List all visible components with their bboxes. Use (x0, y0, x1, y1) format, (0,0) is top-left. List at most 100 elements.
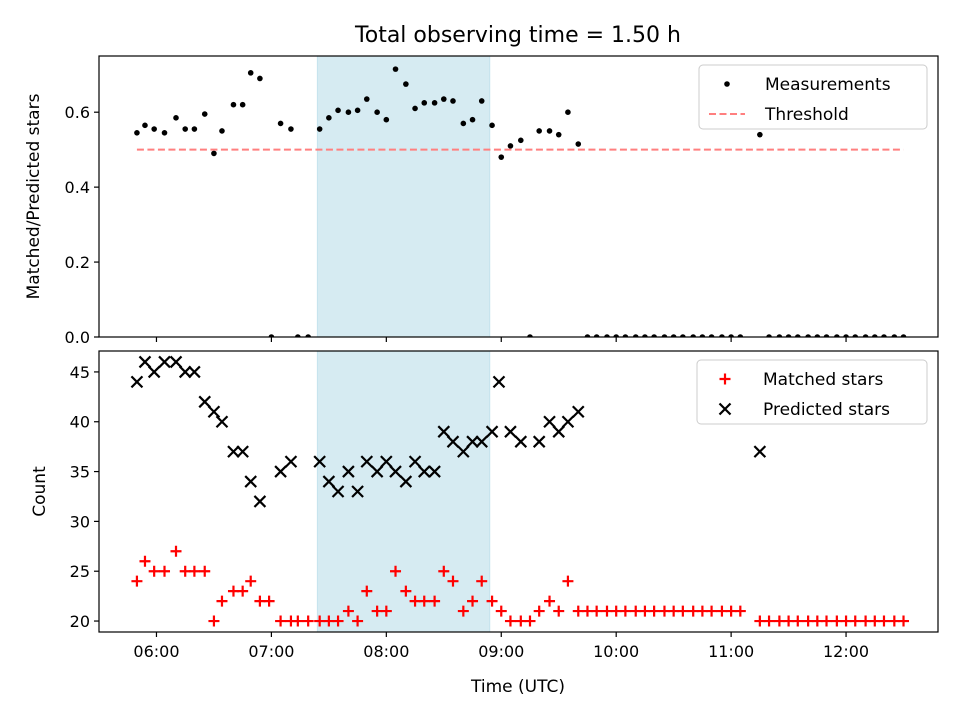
predicted-point (389, 465, 402, 478)
measurement-point (412, 105, 418, 112)
measurement-point (881, 334, 887, 337)
predicted-point (188, 365, 201, 379)
matched-point (734, 605, 746, 617)
predicted-point (485, 425, 499, 438)
legend: Matched stars Predicted stars (696, 359, 928, 425)
matched-point (869, 615, 881, 627)
measurement-point (191, 126, 198, 132)
matched-point (802, 615, 814, 627)
measurement-point (363, 96, 370, 102)
predicted-point (138, 355, 152, 369)
x-tick-label: 10:00 (593, 642, 639, 661)
measurement-point (891, 334, 898, 337)
matched-point (342, 605, 354, 617)
predicted-point (244, 475, 257, 488)
observing-window-band (316, 55, 491, 338)
matched-point (400, 585, 412, 597)
matched-point (418, 595, 430, 607)
measurement-point (555, 131, 562, 138)
measurement-point (201, 111, 208, 117)
matched-point (831, 615, 843, 627)
predicted-point (342, 465, 355, 478)
matched-point (840, 615, 852, 627)
matched-point (170, 545, 182, 557)
matched-point (352, 615, 364, 627)
predicted-point (147, 365, 161, 379)
measurement-point (613, 334, 619, 337)
measurement-point (766, 334, 772, 337)
y-tick-label: 0.6 (65, 103, 90, 122)
observing-window-band (316, 350, 491, 633)
matched-point (898, 615, 910, 627)
measurement-point (421, 100, 428, 106)
predicted-point (380, 455, 393, 468)
matched-point (763, 615, 775, 627)
predicted-point (253, 495, 267, 508)
matched-point (888, 615, 900, 627)
predicted-point (236, 445, 249, 458)
measurement-point (823, 334, 830, 337)
measurement-point (239, 101, 246, 108)
measurement-point (699, 334, 706, 337)
matched-point (447, 575, 459, 587)
measurement-point (392, 66, 399, 72)
matched-point (630, 605, 642, 617)
matched-point (572, 605, 584, 617)
measurement-point (776, 334, 783, 337)
matched-point (878, 615, 890, 627)
matched-point (263, 595, 275, 607)
x-tick-label: 06:00 (133, 642, 179, 661)
predicted-point (428, 465, 441, 478)
matched-point (371, 605, 383, 617)
measurement-point (305, 334, 311, 337)
measurement-point (843, 334, 849, 337)
measurement-point (345, 109, 352, 115)
measurement-point (431, 100, 438, 106)
y-tick-label: 35 (70, 463, 90, 482)
y-tick-label: 30 (70, 512, 90, 531)
matched-point (533, 605, 545, 617)
measurement-point (268, 334, 275, 337)
predicted-point (158, 355, 171, 369)
matched-point (504, 615, 516, 627)
matched-point (792, 615, 804, 627)
legend-predicted-swatch (718, 402, 732, 416)
measurement-point (182, 126, 188, 132)
predicted-point (331, 485, 345, 498)
y-tick-label: 40 (70, 413, 90, 432)
matched-point (323, 615, 335, 627)
predicted-point (466, 435, 479, 448)
x-tick-label: 09:00 (478, 642, 524, 661)
measurement-point (230, 101, 237, 108)
measurement-point (507, 143, 514, 149)
measurement-point (173, 115, 179, 121)
matched-point (179, 565, 191, 577)
measurement-point (219, 128, 225, 134)
predicted-point (504, 425, 517, 438)
legend-entry-label: Measurements (765, 75, 891, 95)
measurement-point (575, 141, 582, 147)
matched-point (601, 605, 613, 617)
measurement-point (489, 122, 495, 129)
legend-entry-label: Matched stars (763, 370, 883, 390)
predicted-point (492, 375, 506, 389)
predicted-point (313, 455, 326, 468)
measurement-point (661, 334, 668, 337)
measurement-point (546, 128, 553, 134)
matched-point (380, 605, 392, 617)
measurement-point (450, 98, 456, 104)
measurement-point (288, 126, 294, 132)
matched-point (227, 585, 239, 597)
measurement-point (517, 137, 524, 144)
predicted-point (169, 355, 183, 369)
matched-point (486, 595, 498, 607)
legend-matched-swatch (719, 373, 731, 385)
predicted-point (322, 475, 336, 488)
predicted-point (437, 425, 451, 438)
measurement-point (277, 120, 284, 127)
measurement-point (469, 116, 476, 123)
measurement-point (814, 334, 821, 337)
measurement-point (834, 334, 840, 337)
measurement-point (690, 334, 696, 337)
matched-point (429, 595, 441, 607)
